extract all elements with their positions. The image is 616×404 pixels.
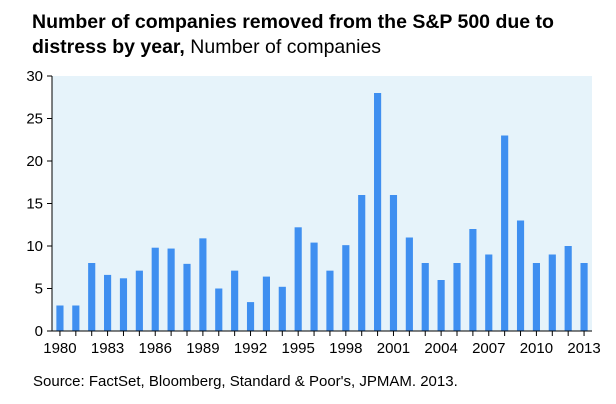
bar-2009 bbox=[516, 220, 525, 331]
y-tick-label: 5 bbox=[35, 281, 43, 298]
bar-1990 bbox=[215, 288, 223, 331]
x-tick-label: 2001 bbox=[377, 340, 410, 357]
x-tick-label: 1992 bbox=[234, 340, 267, 357]
bar-2002 bbox=[405, 237, 413, 331]
y-tick-label: 15 bbox=[26, 196, 43, 213]
x-axis: 1980 1983 1986 1989 1992 1995 1998 2001 2004 2007… bbox=[43, 330, 601, 357]
chart-title-main: Number of companies removed from the S&P… bbox=[32, 11, 554, 58]
bar-2013 bbox=[580, 263, 588, 331]
y-tick-label: 20 bbox=[26, 153, 43, 170]
x-tick-label: 1995 bbox=[281, 340, 314, 357]
y-tick-label: 10 bbox=[26, 238, 43, 255]
bar-1981 bbox=[72, 305, 80, 331]
y-tick-label: 25 bbox=[26, 111, 43, 128]
bar-2010 bbox=[532, 263, 540, 331]
bar-1988 bbox=[183, 263, 191, 331]
bar-2004 bbox=[437, 280, 445, 331]
y-tick-label: 30 bbox=[26, 68, 43, 85]
bar-2011 bbox=[548, 254, 556, 331]
source-note: Source: FactSet, Bloomberg, Standard & P… bbox=[33, 373, 458, 390]
x-tick-label: 2007 bbox=[472, 340, 505, 357]
x-tick-label: 1980 bbox=[43, 340, 76, 357]
bar-1992 bbox=[246, 302, 255, 331]
bar-2005 bbox=[453, 263, 461, 331]
bar-2003 bbox=[421, 263, 429, 331]
bar-1984 bbox=[119, 278, 128, 331]
y-tick-label: 0 bbox=[35, 323, 43, 340]
bar-1996 bbox=[310, 242, 318, 331]
bar-1995 bbox=[294, 227, 302, 331]
bar-1994 bbox=[278, 286, 286, 331]
plot-area bbox=[52, 76, 592, 331]
y-axis: 0 5 10 15 20 25 30 bbox=[26, 68, 53, 340]
x-tick-label: 2013 bbox=[567, 340, 600, 357]
bar-2008 bbox=[501, 135, 509, 331]
bar-2006 bbox=[469, 229, 477, 331]
bar-1986 bbox=[151, 247, 159, 331]
chart-title: Number of companies removed from the S&P… bbox=[32, 10, 602, 60]
bar-1987 bbox=[167, 248, 175, 331]
bar-1998 bbox=[342, 245, 350, 331]
bar-1989 bbox=[199, 238, 207, 331]
x-tick-label: 1983 bbox=[91, 340, 124, 357]
chart-subtitle: Number of companies bbox=[190, 36, 382, 58]
x-tick-label: 1998 bbox=[329, 340, 362, 357]
bar-1980 bbox=[56, 305, 64, 331]
bar-1999 bbox=[358, 195, 366, 331]
bar-2000 bbox=[374, 93, 382, 331]
bar-1991 bbox=[231, 270, 239, 331]
x-tick-label: 2010 bbox=[520, 340, 553, 357]
bar-1983 bbox=[104, 274, 112, 331]
x-tick-label: 1986 bbox=[139, 340, 172, 357]
bar-1997 bbox=[326, 270, 334, 331]
bar-2012 bbox=[564, 246, 572, 331]
bar-1993 bbox=[262, 276, 270, 331]
bar-1985 bbox=[135, 270, 143, 331]
x-tick-label: 1989 bbox=[186, 340, 219, 357]
x-tick-label: 2004 bbox=[424, 340, 457, 357]
bar-2007 bbox=[485, 254, 493, 331]
bar-1982 bbox=[88, 263, 96, 331]
bar-2001 bbox=[389, 195, 398, 331]
bars-group bbox=[56, 93, 588, 331]
